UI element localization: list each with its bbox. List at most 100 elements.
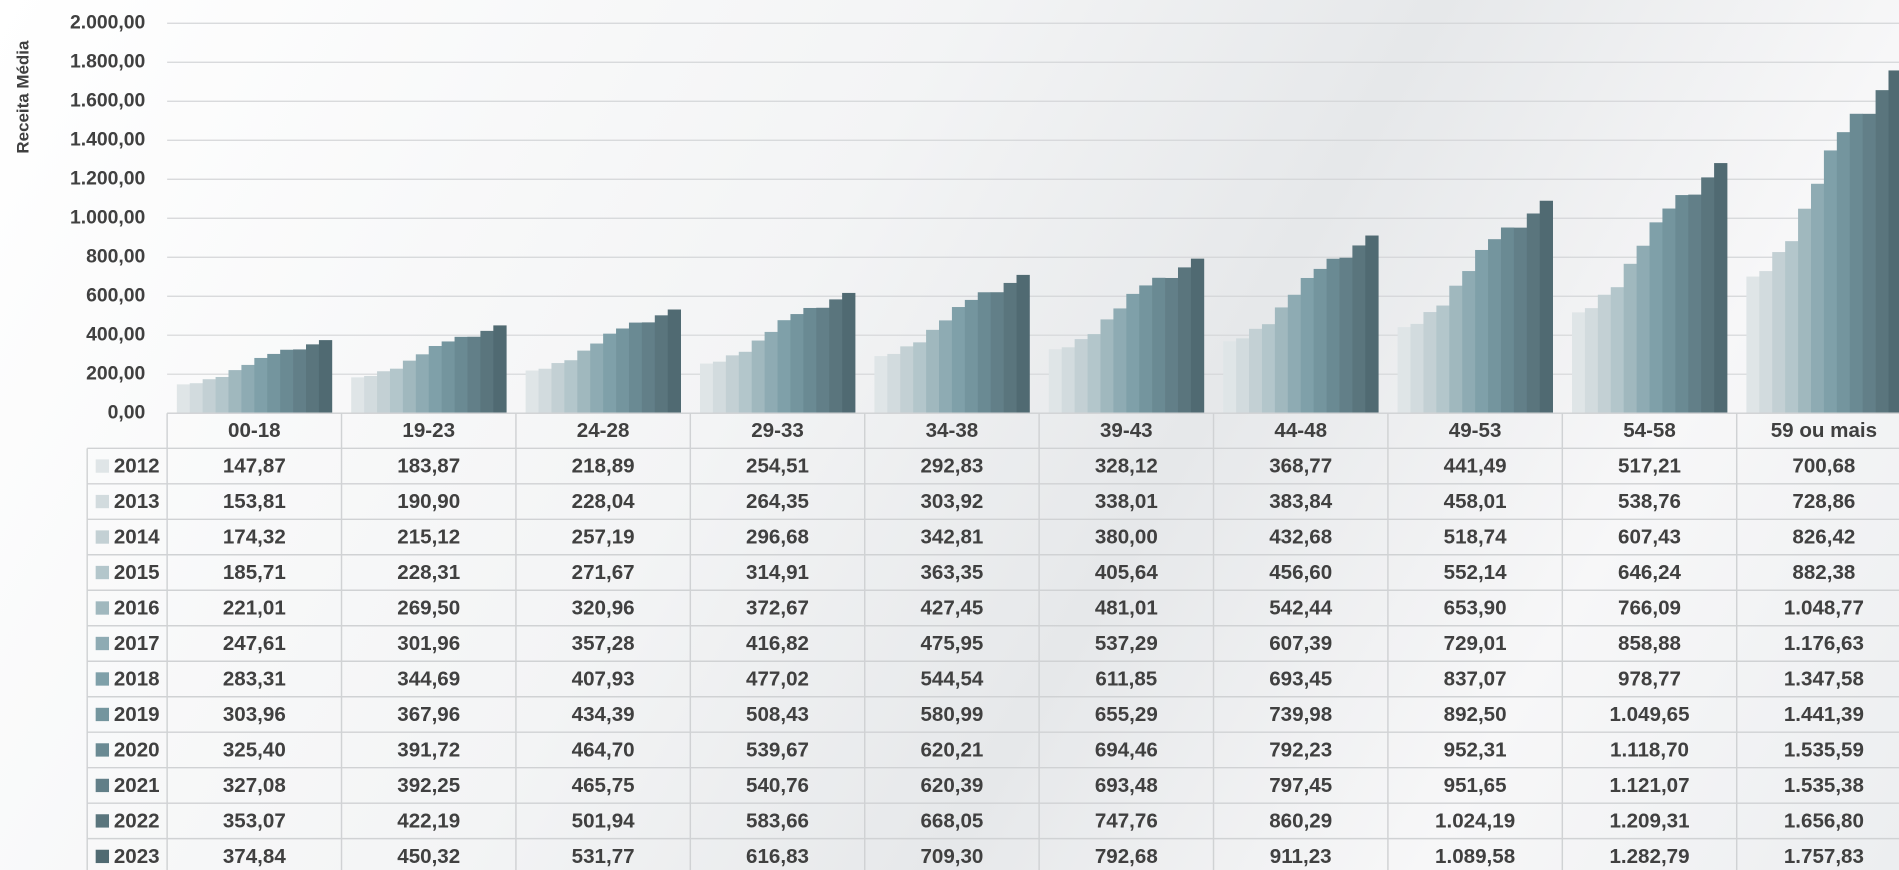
table-cell: 190,90 [397, 490, 460, 513]
table-cell: 465,75 [572, 774, 635, 797]
table-cell: 1.347,58 [1784, 668, 1864, 691]
bar [842, 292, 856, 414]
table-cell: 611,85 [1095, 668, 1157, 691]
legend-label: 2012 [114, 455, 160, 478]
bar [189, 383, 204, 414]
table-cell: 952,31 [1444, 739, 1507, 762]
bar [1662, 208, 1676, 414]
bar [1249, 328, 1263, 414]
x-tick-label: 49-53 [1449, 419, 1502, 442]
bar [1126, 293, 1140, 414]
table-cell: 367,96 [397, 703, 460, 726]
bar [641, 322, 656, 414]
bar [1352, 245, 1366, 414]
x-tick-label: 34-38 [926, 419, 979, 442]
bar [377, 371, 391, 414]
bar [538, 368, 552, 414]
bar [926, 329, 940, 414]
bar [280, 349, 294, 414]
bar [1313, 268, 1327, 414]
table-cell: 475,95 [920, 632, 983, 655]
bar [1862, 113, 1876, 414]
table-cell: 766,09 [1618, 597, 1681, 620]
table-cell: 700,68 [1792, 455, 1855, 478]
y-axis-label: Receita Média [14, 40, 33, 154]
table-cell: 537,29 [1095, 632, 1158, 655]
x-tick-label: 00-18 [228, 419, 281, 442]
bar [654, 315, 669, 414]
bar [202, 379, 216, 414]
legend-swatch [95, 672, 109, 686]
legend-swatch [95, 743, 109, 757]
table-cell: 729,01 [1444, 632, 1507, 655]
y-tick-label: 0,00 [108, 401, 146, 423]
bar [1597, 294, 1612, 414]
y-tick-label: 1.800,00 [70, 50, 145, 72]
table-cell: 1.024,19 [1435, 810, 1515, 833]
table-cell: 383,84 [1269, 490, 1332, 513]
bar [616, 328, 630, 414]
table-cell: 405,64 [1095, 561, 1158, 584]
bar [1539, 200, 1553, 414]
bar [1236, 338, 1250, 414]
table-cell: 892,50 [1444, 703, 1507, 726]
y-tick-label: 400,00 [86, 323, 145, 345]
table-cell: 380,00 [1095, 526, 1158, 549]
bar [1701, 177, 1715, 414]
y-tick-label: 800,00 [86, 245, 145, 267]
bar [454, 336, 468, 414]
table-cell: 542,44 [1269, 597, 1332, 620]
bar [1300, 277, 1314, 414]
bar [1798, 208, 1812, 414]
table-cell: 183,87 [397, 455, 460, 478]
table-cell: 747,76 [1095, 810, 1158, 833]
table-cell: 338,01 [1095, 490, 1158, 513]
bar [628, 322, 643, 414]
table-cell: 607,43 [1618, 526, 1681, 549]
table-cell: 432,68 [1269, 526, 1332, 549]
bar [887, 353, 901, 414]
legend-label: 2023 [114, 845, 160, 868]
table-cell: 481,01 [1095, 597, 1158, 620]
bar [1365, 235, 1379, 414]
table-cell: 607,39 [1269, 632, 1332, 655]
bar [215, 376, 229, 414]
bar [1572, 312, 1586, 414]
bar [1688, 194, 1702, 414]
table-cell: 477,02 [746, 668, 809, 691]
table-cell: 1.282,79 [1609, 845, 1689, 868]
bar [564, 360, 578, 414]
bar [306, 344, 320, 414]
bar [790, 314, 804, 414]
table-cell: 739,98 [1269, 703, 1332, 726]
bar [1772, 252, 1786, 414]
table-cell: 1.441,39 [1784, 703, 1864, 726]
table-cell: 221,01 [223, 597, 286, 620]
bar [939, 320, 953, 414]
table-cell: 391,72 [397, 739, 460, 762]
bar [1888, 70, 1899, 414]
bar [1462, 271, 1476, 414]
bar [1810, 183, 1825, 414]
bar [1261, 324, 1276, 414]
legend-label: 2020 [114, 739, 160, 762]
legend-label: 2021 [114, 774, 160, 797]
x-tick-label: 59 ou mais [1771, 419, 1877, 442]
table-cell: 301,96 [397, 632, 460, 655]
y-tick-label: 2.000,00 [70, 11, 145, 33]
bar [712, 361, 727, 414]
bar [1113, 308, 1127, 414]
table-cell: 257,19 [572, 526, 635, 549]
bar [467, 336, 481, 414]
bar [1623, 263, 1637, 414]
legend-label: 2016 [114, 597, 160, 620]
bar [525, 370, 539, 414]
table-cell: 368,77 [1269, 455, 1332, 478]
table-cell: 1.535,38 [1784, 774, 1864, 797]
bar [874, 356, 888, 414]
bar [176, 384, 191, 414]
table-cell: 353,07 [223, 810, 286, 833]
bar [364, 375, 378, 414]
table-cell: 693,45 [1269, 668, 1332, 691]
table-cell: 228,04 [572, 490, 635, 513]
